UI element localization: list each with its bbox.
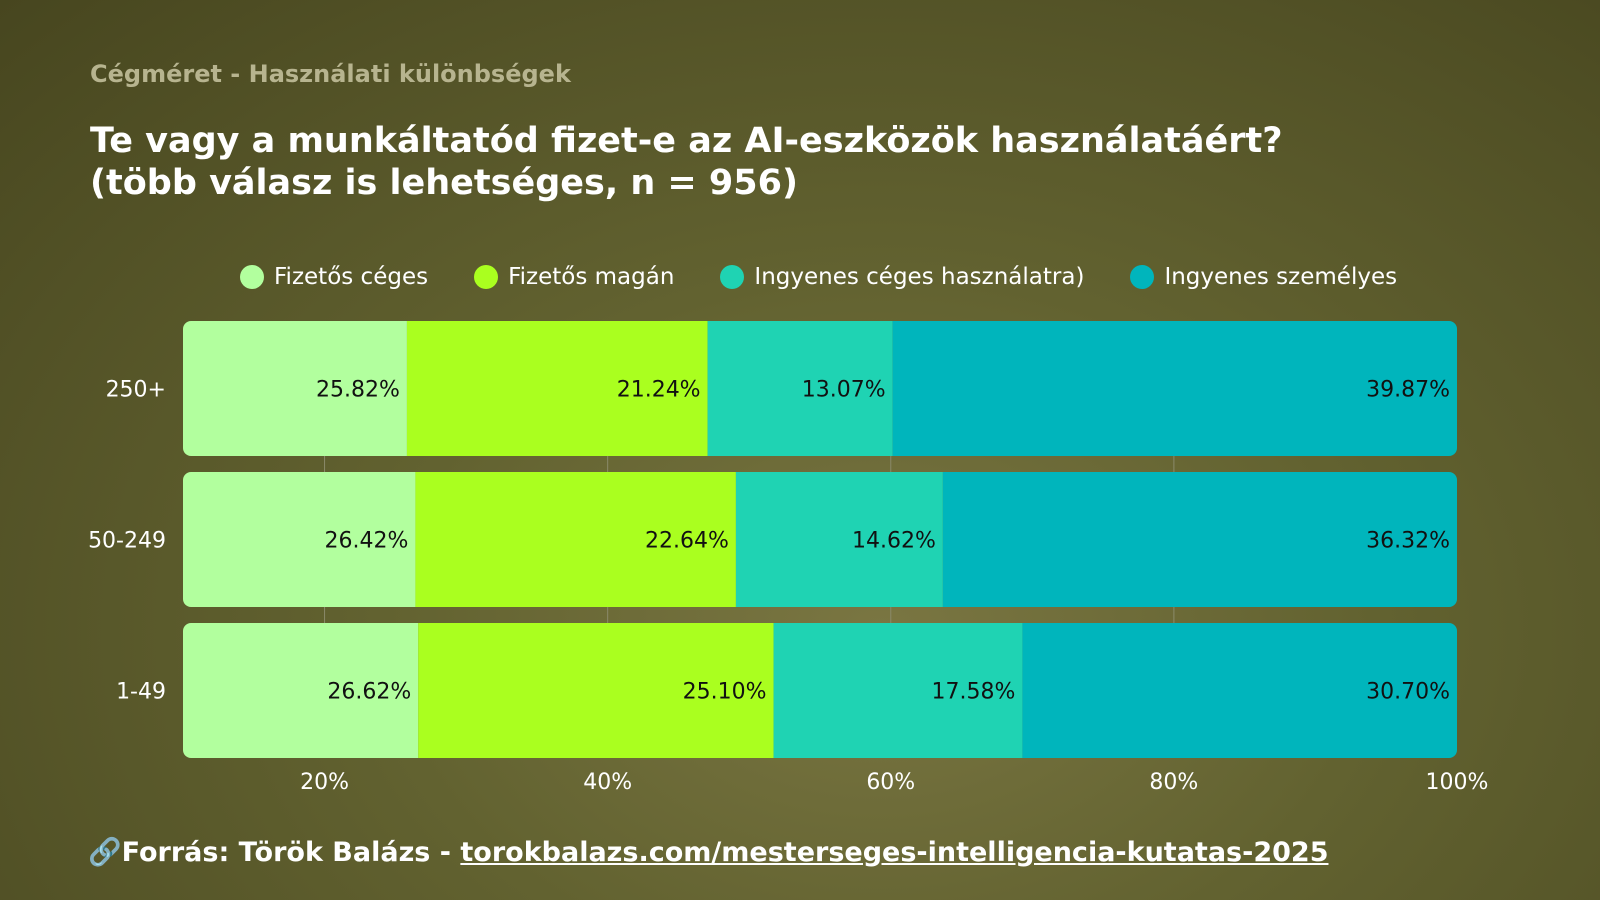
legend-item-fizetos-magan[interactable]: Fizetős magán bbox=[474, 264, 674, 290]
bar-segment bbox=[183, 321, 407, 456]
x-tick-label: 40% bbox=[583, 770, 632, 795]
data-label: 17.58% bbox=[932, 680, 1016, 705]
data-label: 30.70% bbox=[1366, 680, 1450, 705]
data-label: 25.10% bbox=[683, 680, 767, 705]
data-label: 36.32% bbox=[1366, 529, 1450, 554]
source-link[interactable]: torokbalazs.com/mesterseges-intelligenci… bbox=[460, 837, 1329, 868]
bar-segment bbox=[183, 472, 416, 607]
chart-title: Te vagy a munkáltatód fizet-e az AI-eszk… bbox=[90, 121, 1283, 203]
category-label: 250+ bbox=[106, 378, 166, 403]
legend-label: Fizetős céges bbox=[274, 264, 429, 290]
bar-segment bbox=[406, 321, 708, 456]
data-label: 21.24% bbox=[617, 378, 701, 403]
bar-segment bbox=[773, 623, 1023, 758]
legend-label: Fizetős magán bbox=[508, 264, 675, 290]
bar-segment bbox=[707, 321, 893, 456]
bar-segment bbox=[418, 623, 774, 758]
legend-swatch bbox=[1130, 265, 1155, 289]
chart-subtitle: Cégméret - Használati különbségek bbox=[90, 60, 571, 88]
data-label: 14.62% bbox=[852, 529, 936, 554]
data-label: 26.62% bbox=[327, 680, 411, 705]
x-tick-label: 20% bbox=[300, 770, 349, 795]
data-label: 25.82% bbox=[316, 378, 400, 403]
bar-segment bbox=[942, 472, 1457, 607]
legend-item-ingyenes-ceges[interactable]: Ingyenes céges használatra) bbox=[720, 264, 1084, 290]
data-label: 13.07% bbox=[802, 378, 886, 403]
category-label: 50-249 bbox=[88, 529, 166, 554]
legend-label: Ingyenes személyes bbox=[1164, 264, 1398, 290]
data-label: 26.42% bbox=[325, 529, 409, 554]
source-line: 🔗Forrás: Török Balázs - torokbalazs.com/… bbox=[88, 836, 1328, 868]
bar-segment bbox=[892, 321, 1457, 456]
source-prefix: Forrás: Török Balázs - bbox=[121, 837, 461, 868]
category-label: 1-49 bbox=[116, 680, 166, 705]
chart-legend: Fizetős céges Fizetős magán Ingyenes cég… bbox=[240, 260, 1397, 294]
bar-segment bbox=[183, 623, 419, 758]
bar-segment bbox=[1022, 623, 1457, 758]
bar-segment bbox=[735, 472, 943, 607]
legend-swatch bbox=[474, 265, 499, 289]
x-tick-label: 100% bbox=[1426, 770, 1489, 795]
x-tick-label: 60% bbox=[866, 770, 915, 795]
legend-swatch bbox=[240, 265, 264, 289]
legend-label: Ingyenes céges használatra) bbox=[754, 264, 1085, 290]
bar-segment bbox=[415, 472, 736, 607]
legend-swatch bbox=[720, 265, 745, 289]
legend-item-ingyenes-szemelyes[interactable]: Ingyenes személyes bbox=[1130, 264, 1397, 290]
data-label: 22.64% bbox=[645, 529, 729, 554]
legend-item-fizetos-ceges[interactable]: Fizetős céges bbox=[240, 264, 428, 290]
data-label: 39.87% bbox=[1366, 378, 1450, 403]
link-icon: 🔗 bbox=[88, 837, 122, 868]
x-tick-label: 80% bbox=[1149, 770, 1198, 795]
